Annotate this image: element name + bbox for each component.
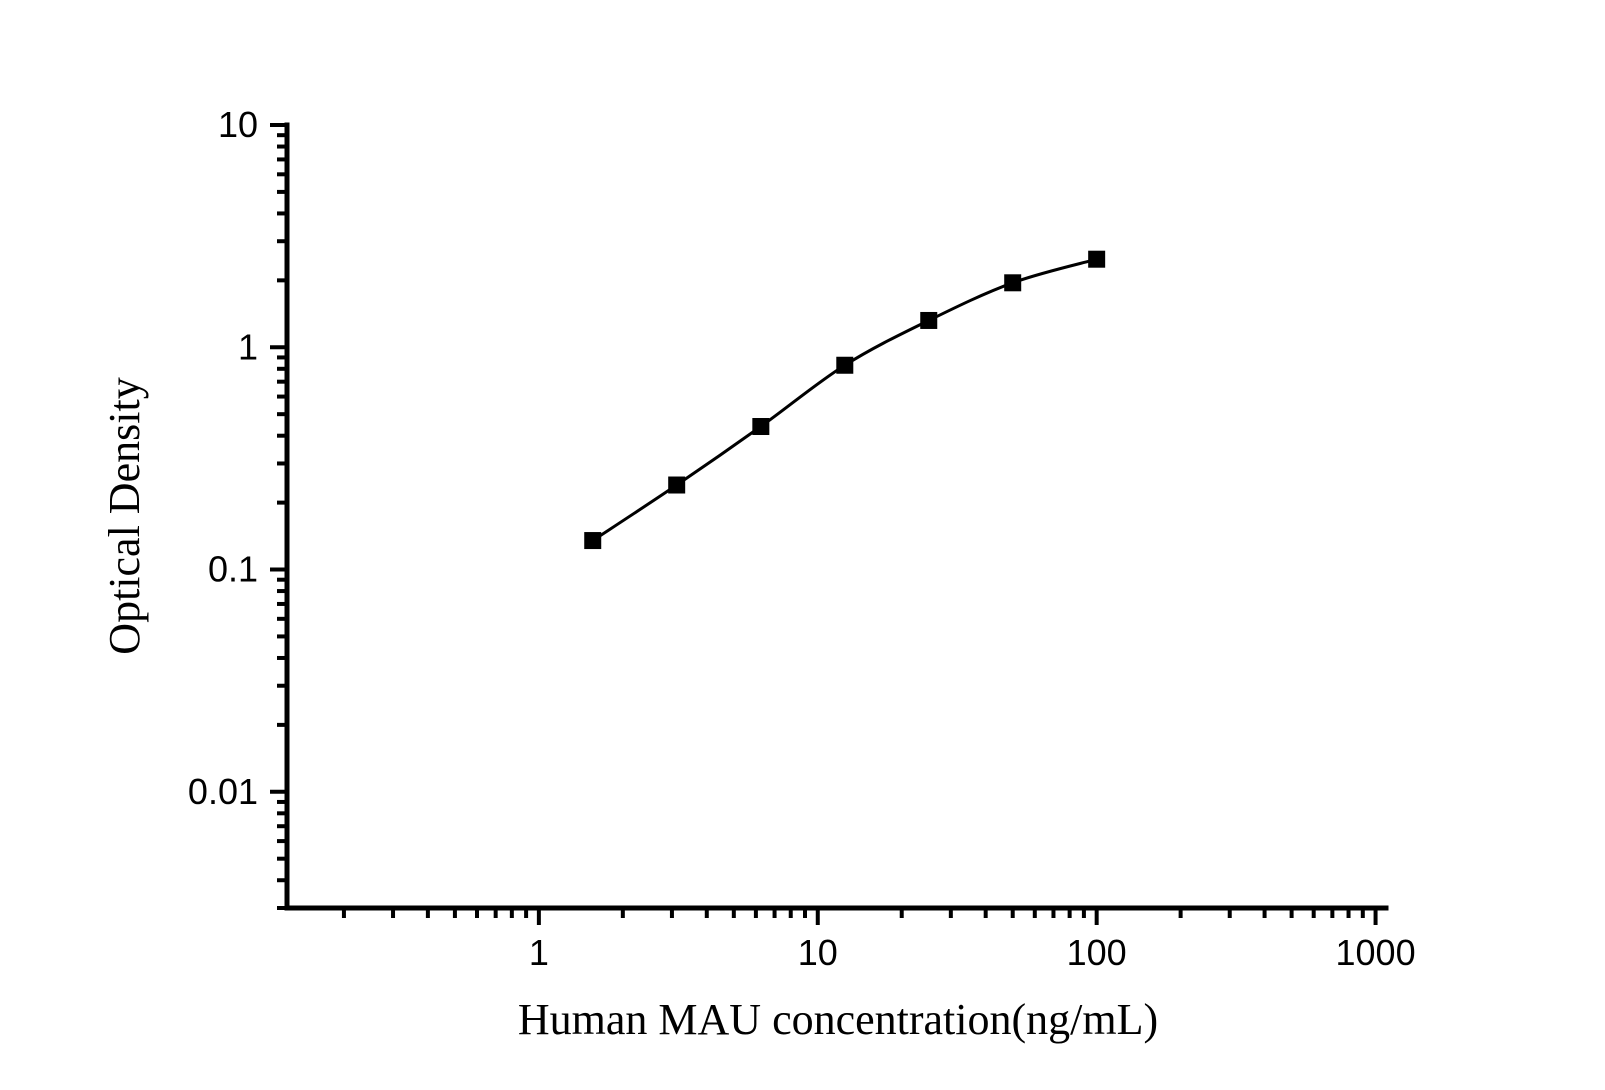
standard-curve-line — [591, 257, 1098, 542]
data-point-marker — [1004, 274, 1022, 292]
data-point-marker — [584, 532, 602, 550]
x-tick-label: 100 — [1067, 932, 1127, 973]
y-tick-label: 10 — [218, 104, 258, 145]
x-tick-label: 10 — [798, 932, 838, 973]
data-point-marker — [1088, 250, 1106, 268]
data-point-marker — [752, 418, 770, 436]
x-axis-title: Human MAU concentration(ng/mL) — [517, 995, 1159, 1044]
data-point-marker — [668, 476, 686, 494]
y-tick-label: 0.01 — [188, 771, 258, 812]
data-point-marker — [920, 311, 938, 329]
y-tick-label: 1 — [238, 326, 258, 367]
x-tick-label: 1000 — [1336, 932, 1416, 973]
y-axis-title: Optical Density — [100, 377, 149, 655]
data-point-marker — [836, 356, 854, 374]
y-tick-label: 0.1 — [208, 549, 258, 590]
x-tick-label: 1 — [529, 932, 549, 973]
